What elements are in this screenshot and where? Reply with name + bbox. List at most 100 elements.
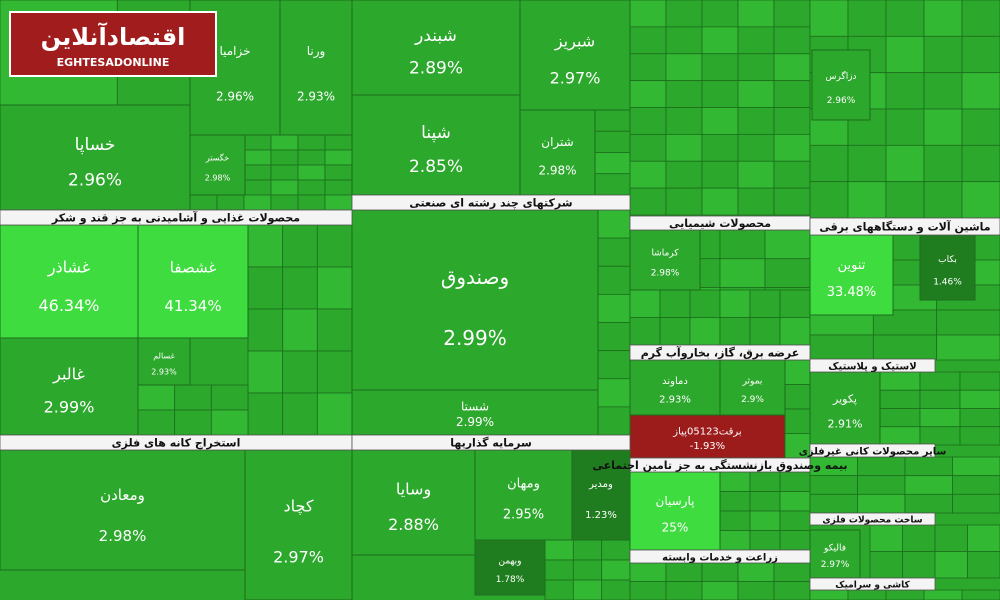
tile-value: 2.96% <box>68 171 122 191</box>
tile <box>809 529 861 579</box>
sector-header: ماشین آلات و دستگاههای برقی <box>819 220 990 234</box>
cell <box>809 144 849 183</box>
tile-name: ومهان <box>507 477 540 492</box>
cell <box>847 589 887 600</box>
tile <box>811 49 871 121</box>
cell <box>737 80 775 108</box>
cell <box>737 26 775 55</box>
tile-name: بموثر <box>742 376 763 386</box>
tile-name: ورنا <box>307 44 326 59</box>
cell <box>737 0 775 28</box>
tile <box>719 359 786 416</box>
cell <box>719 229 766 260</box>
cell <box>961 181 1000 219</box>
cell <box>779 491 811 512</box>
cell <box>701 107 739 135</box>
cell <box>719 317 751 346</box>
cell <box>597 406 631 436</box>
cell <box>719 510 751 531</box>
tile <box>809 371 881 446</box>
tile <box>279 0 353 136</box>
cell <box>597 265 631 295</box>
tile-value: 2.97% <box>821 560 850 570</box>
tile-value: 2.97% <box>273 548 324 567</box>
tile <box>244 449 353 600</box>
tile-value: 2.99% <box>456 415 494 429</box>
tile-value: 46.34% <box>38 296 99 315</box>
cell <box>779 317 811 346</box>
cell <box>597 293 631 323</box>
cell <box>885 589 925 600</box>
cell <box>784 384 811 410</box>
cell <box>773 26 811 55</box>
tile-name: خزامیا <box>219 44 250 59</box>
sector-header: ساخت محصولات فلزی <box>822 516 922 526</box>
cell <box>923 0 963 37</box>
tile-name: دزاگرس <box>825 70 856 82</box>
cell <box>324 179 353 196</box>
cell <box>316 266 353 310</box>
tile-value: 25% <box>662 521 689 535</box>
cell <box>629 80 667 108</box>
sector-header: کاشی و سرامیک <box>835 581 910 591</box>
cell <box>737 187 775 216</box>
tile-name: وصندوق <box>441 265 509 289</box>
cell <box>773 581 811 600</box>
cell <box>597 322 631 352</box>
cell <box>773 53 811 82</box>
cell <box>324 134 353 151</box>
tile-name: پکویر <box>832 393 857 406</box>
cell <box>597 237 631 267</box>
tile-name: شبریز <box>554 31 595 51</box>
logo-name: اقتصادآنلاین <box>41 22 186 51</box>
cell <box>629 0 667 28</box>
tile-name: ومعادن <box>100 486 145 504</box>
tile-name: شپنا <box>421 123 451 143</box>
cell <box>869 551 903 579</box>
cell <box>904 456 953 477</box>
cell <box>773 160 811 189</box>
cell <box>904 493 953 514</box>
cell <box>601 579 631 600</box>
tile-name: تنوین <box>838 258 866 273</box>
cell <box>282 350 318 394</box>
cell <box>857 456 906 477</box>
cell <box>936 309 1000 336</box>
cell <box>857 475 906 495</box>
tile-name: فالیکو <box>823 544 846 554</box>
tile-value: 41.34% <box>164 297 221 315</box>
tile-name: وسایا <box>396 479 431 499</box>
cell <box>137 409 176 436</box>
cell <box>701 187 739 216</box>
cell <box>719 471 751 492</box>
tile-value: 2.97% <box>550 69 601 88</box>
cell <box>923 181 963 219</box>
tile-value: 2.98% <box>538 164 576 178</box>
tile-value: 2.93% <box>151 367 177 376</box>
cell <box>961 589 1000 600</box>
tile <box>629 471 721 551</box>
tile <box>351 94 521 196</box>
cell <box>629 562 667 582</box>
cell <box>572 559 603 581</box>
cell <box>629 26 667 55</box>
cell <box>629 53 667 82</box>
cell <box>629 581 667 600</box>
tile-name: شتران <box>541 135 573 150</box>
cell <box>923 589 963 600</box>
cell <box>919 426 961 446</box>
tile <box>0 337 139 436</box>
cell <box>809 493 858 514</box>
cell <box>324 194 353 211</box>
cell <box>665 53 703 82</box>
cell <box>934 524 968 552</box>
cell <box>282 392 318 436</box>
tile-name: شستا <box>461 400 489 414</box>
cell <box>719 491 751 512</box>
tile-value: 2.96% <box>216 90 254 104</box>
cell <box>961 0 1000 37</box>
tile-name: برقت05123پیاز <box>672 426 741 437</box>
cell <box>216 194 245 211</box>
logo: اقتصادآنلاین EGHTESADONLINE <box>9 11 217 77</box>
cell <box>316 224 353 268</box>
